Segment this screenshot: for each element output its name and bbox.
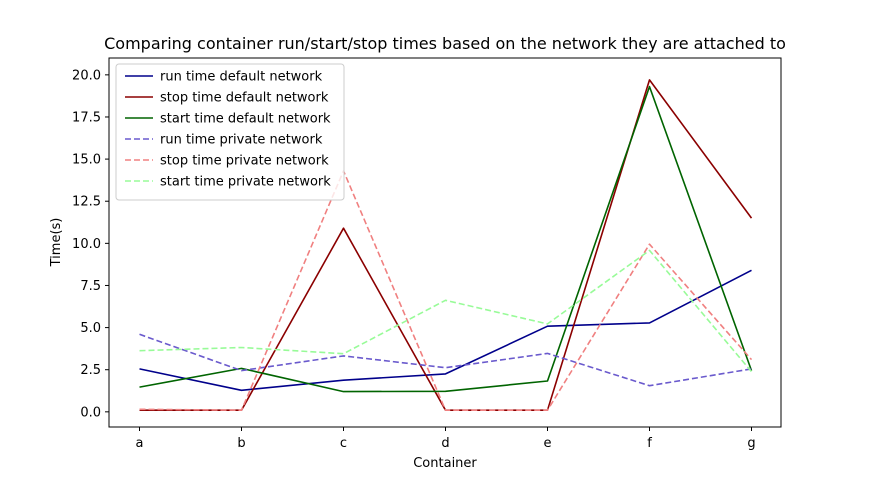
- legend-entry: run time default network: [160, 70, 323, 85]
- legend-entry: run time private network: [160, 133, 323, 148]
- x-tick-label: d: [441, 436, 449, 451]
- legend-entry: start time default network: [160, 112, 331, 127]
- series-line-4: [139, 333, 752, 387]
- y-tick-label: 10.0: [72, 237, 101, 252]
- y-tick-label: 15.0: [72, 153, 101, 168]
- series-line-6: [139, 249, 753, 373]
- legend-box: [115, 63, 345, 201]
- legend-entry: stop time private network: [160, 154, 329, 169]
- legend: run time default network stop time defaul…: [115, 63, 345, 201]
- y-axis-label: Time(s): [49, 218, 64, 268]
- x-tick-label: a: [136, 436, 144, 451]
- plot-area: [139, 79, 753, 412]
- y-tick-label: 2.5: [80, 363, 101, 378]
- x-tick-label: c: [340, 436, 347, 451]
- legend-entry: start time private network: [160, 175, 331, 190]
- chart-title: Comparing container run/start/stop times…: [104, 34, 786, 53]
- legend-entry: stop time default network: [160, 91, 329, 106]
- x-tick-label: e: [544, 436, 552, 451]
- y-tick-label: 17.5: [72, 110, 101, 125]
- x-axis-label: Container: [413, 456, 477, 471]
- y-axis: 0.0 2.5 5.0 7.5 10.0 12.5 15.0 17.5 20.0: [72, 68, 109, 420]
- series-line-1: [139, 269, 752, 392]
- y-tick-label: 0.0: [80, 405, 101, 420]
- series-line-3: [139, 85, 753, 393]
- y-tick-label: 5.0: [80, 321, 101, 336]
- x-axis: a b c d e f g: [136, 427, 756, 451]
- y-tick-label: 7.5: [80, 279, 101, 294]
- series-line-5: [139, 170, 753, 412]
- y-tick-label: 20.0: [72, 68, 101, 83]
- x-tick-label: f: [647, 436, 652, 451]
- x-tick-label: g: [747, 436, 755, 451]
- x-tick-label: b: [237, 436, 245, 451]
- y-tick-label: 12.5: [72, 195, 101, 210]
